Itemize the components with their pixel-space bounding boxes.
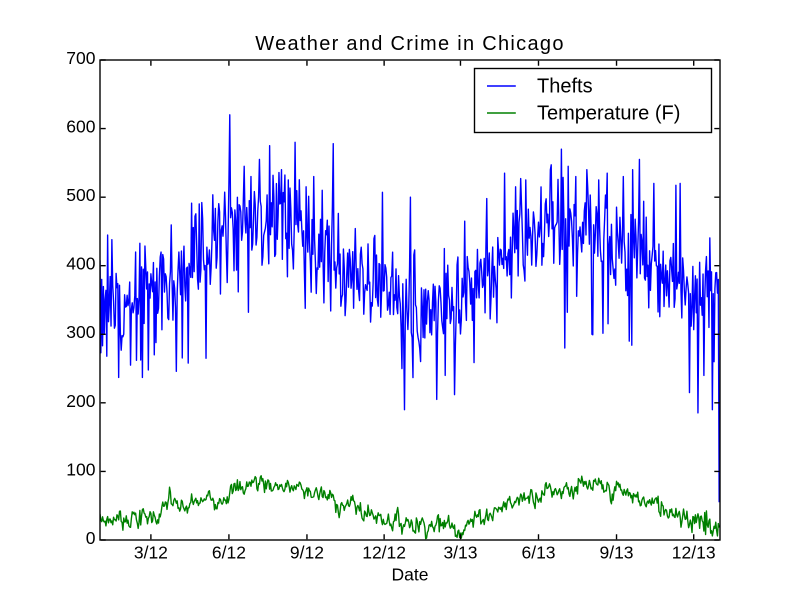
svg-text:12/13: 12/13 [672,543,716,563]
svg-text:3/13: 3/13 [443,543,477,563]
svg-text:6/12: 6/12 [212,543,246,563]
svg-text:9/13: 9/13 [599,543,633,563]
svg-text:100: 100 [66,459,95,479]
svg-text:0: 0 [86,528,96,548]
svg-text:600: 600 [66,116,95,136]
svg-text:9/12: 9/12 [290,543,324,563]
svg-text:Thefts: Thefts [537,76,593,98]
svg-text:3/12: 3/12 [134,543,168,563]
svg-text:200: 200 [66,391,95,411]
svg-text:Date: Date [392,565,429,585]
svg-text:300: 300 [66,322,95,342]
svg-text:700: 700 [66,48,95,68]
svg-text:Weather and Crime in Chicago: Weather and Crime in Chicago [255,33,565,55]
svg-text:6/13: 6/13 [521,543,555,563]
svg-text:Temperature (F): Temperature (F) [537,103,680,125]
svg-text:500: 500 [66,185,95,205]
svg-text:400: 400 [66,254,95,274]
svg-text:12/12: 12/12 [362,543,406,563]
